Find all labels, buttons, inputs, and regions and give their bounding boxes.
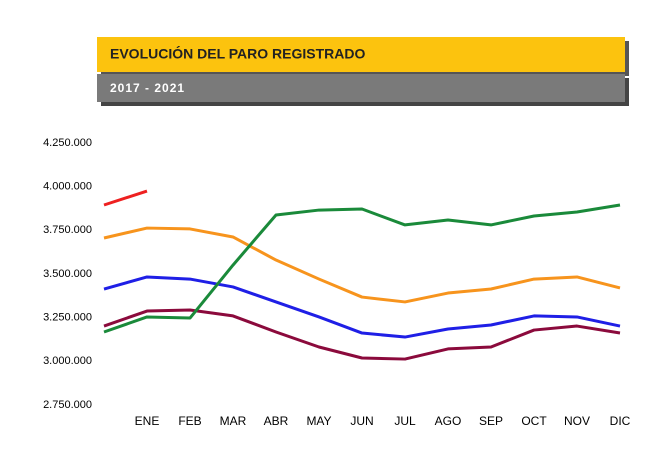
x-tick-label: FEB — [178, 414, 201, 428]
y-tick-label: 4.000.000 — [43, 181, 92, 193]
line-series — [103, 203, 621, 334]
x-tick-label: NOV — [564, 414, 590, 428]
y-tick-label: 3.000.000 — [43, 355, 92, 367]
y-tick-label: 3.250.000 — [43, 312, 92, 324]
chart-title: EVOLUCIÓN DEL PARO REGISTRADO — [110, 45, 366, 62]
y-tick-label: 3.750.000 — [43, 224, 92, 236]
line-series — [103, 308, 621, 361]
x-tick-label: MAY — [306, 414, 331, 428]
chart-subtitle: 2017 - 2021 — [110, 81, 185, 95]
x-tick-label: SEP — [479, 414, 503, 428]
x-tick-label: ENE — [135, 414, 160, 428]
x-tick-label: DIC — [610, 414, 631, 428]
x-tick-label: OCT — [521, 414, 547, 428]
line-series — [103, 226, 621, 304]
subtitle-bar — [97, 74, 625, 102]
line-series — [103, 275, 621, 339]
x-tick-label: MAR — [220, 414, 247, 428]
title-bar — [97, 37, 625, 72]
x-tick-label: JUL — [394, 414, 416, 428]
y-tick-label: 4.250.000 — [43, 137, 92, 149]
x-tick-label: JUN — [350, 414, 373, 428]
y-tick-label: 2.750.000 — [43, 399, 92, 411]
x-tick-label: AGO — [435, 414, 462, 428]
x-tick-label: ABR — [264, 414, 289, 428]
y-tick-label: 3.500.000 — [43, 268, 92, 280]
line-series — [103, 189, 148, 207]
